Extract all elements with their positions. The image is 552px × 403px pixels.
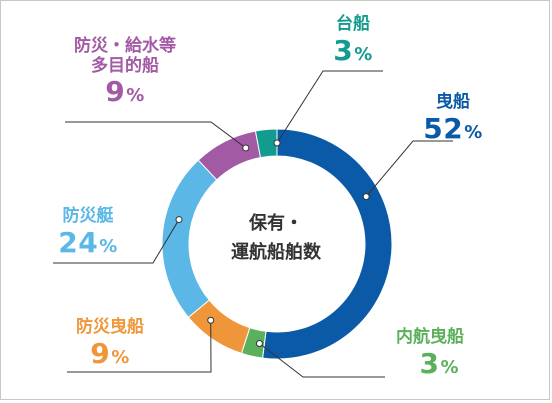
slice-value-tug: 52% [423,111,483,145]
leader-line-disaster-tug [67,320,212,373]
slice-name-multipurpose: 防災・給水等 多目的船 [74,36,176,76]
slice-value-coastal-tug: 3% [419,346,459,380]
slice-name-coastal-tug: 内航曳船 [396,327,464,347]
slice-label-disaster-tug: 防災曳船 9% [67,317,153,370]
slice-name-barge: 台船 [336,14,370,34]
leader-line-tug [365,140,453,197]
leader-line-disaster-boat [53,219,180,264]
slice-label-barge: 台船 3% [323,14,383,67]
leader-line-coastal-tug [259,343,385,378]
slice-value-disaster-boat: 24% [58,225,118,259]
leader-dot-barge [273,139,281,147]
center-label-line-2: 運航船舶数 [231,241,321,263]
slice-name-disaster-boat: 防災艇 [62,206,114,226]
leader-dot-multipurpose [242,144,250,152]
leader-dot-disaster-boat [175,216,183,224]
slice-label-coastal-tug: 内航曳船 3% [385,327,475,380]
slice-tug [262,128,393,360]
leader-dot-tug [362,193,370,201]
slice-value-barge: 3% [333,33,373,67]
slice-label-multipurpose: 防災・給水等 多目的船 9% [65,36,185,109]
slice-value-disaster-tug: 9% [90,336,130,370]
leader-dot-coastal-tug [255,339,263,347]
slice-name-disaster-tug: 防災曳船 [76,317,144,337]
slice-barge [254,128,278,159]
center-label: 保有・ 運航船舶数 [206,210,346,268]
center-label-line-1: 保有・ [249,213,303,234]
slice-name-tug: 曳船 [436,92,470,112]
leader-line-barge [276,70,383,144]
slice-value-multipurpose: 9% [105,75,145,109]
leader-line-multipurpose [65,121,247,149]
slice-label-disaster-boat: 防災艇 24% [53,206,123,259]
leader-dot-disaster-tug [207,316,215,324]
slice-label-tug: 曳船 52% [413,92,493,145]
